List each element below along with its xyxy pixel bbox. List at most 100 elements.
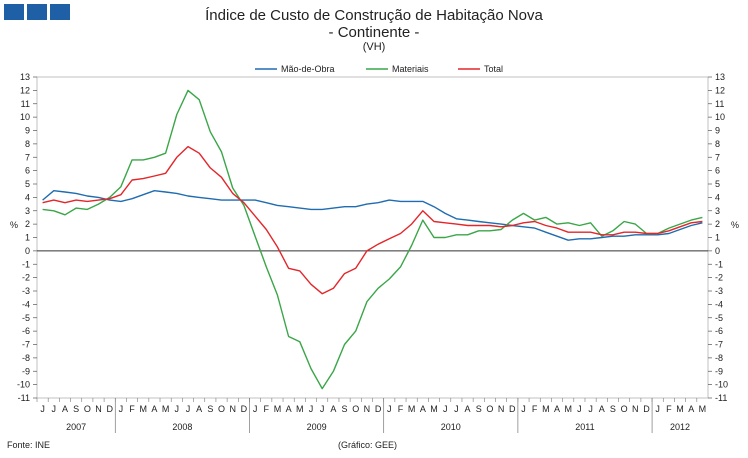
month-label: N [632,404,639,414]
y-tick-label-right: 12 [715,85,725,95]
month-label: A [688,404,694,414]
month-label: J [655,404,660,414]
logo-square-icon [50,4,70,20]
month-label: J [521,404,526,414]
month-label: A [554,404,560,414]
month-label: J [454,404,459,414]
month-label: D [241,404,248,414]
y-tick-label: 13 [20,72,30,82]
month-label: M [430,404,438,414]
legend: Mão-de-Obra Materiais Total [255,64,503,74]
month-label: O [218,404,225,414]
y-tick-label-right: 7 [715,152,720,162]
month-label: D [106,404,113,414]
legend-label: Materiais [392,64,429,74]
month-label: M [274,404,282,414]
y-tick-label: 10 [20,112,30,122]
y-tick-label-right: -9 [715,366,723,376]
y-tick-label: -3 [22,286,30,296]
y-tick-label: 5 [25,179,30,189]
y-tick-label-right: -7 [715,340,723,350]
month-label: J [577,404,582,414]
y-tick-label: 2 [25,219,30,229]
y-tick-label: -11 [18,393,30,403]
y-tick-label-right: 5 [715,179,720,189]
y-tick-label: 1 [25,233,30,243]
series-line-m-o-de-obra [42,189,703,241]
year-label: 2008 [172,422,192,432]
year-label: 2011 [575,422,594,432]
y-tick-label: -4 [22,299,30,309]
month-label: M [564,404,572,414]
month-label: S [342,404,348,414]
month-label: J [186,404,191,414]
month-label: J [309,404,314,414]
month-label: O [486,404,493,414]
y-tick-label: -8 [22,353,30,363]
y-tick-label: -7 [22,340,30,350]
legend-label: Total [484,64,503,74]
y-tick-label-right: 11 [715,99,724,109]
month-label: M [542,404,550,414]
month-label: S [73,404,79,414]
year-label: 2007 [66,422,86,432]
month-label: M [676,404,684,414]
y-tick-label: 7 [25,152,30,162]
y-tick-label-right: 1 [715,233,720,243]
month-label: N [95,404,102,414]
y-tick-label: 9 [25,126,30,136]
y-tick-label: 4 [25,192,30,202]
month-label: J [52,404,57,414]
month-label: S [476,404,482,414]
y-tick-label-right: 6 [715,166,720,176]
y-tick-label: 12 [20,85,30,95]
month-label: J [387,404,392,414]
month-label: J [119,404,124,414]
month-label: M [139,404,147,414]
month-label: D [509,404,516,414]
y-tick-label-right: -1 [715,259,723,269]
y-tick-label-right: 3 [715,206,720,216]
y-tick-label: 0 [25,246,30,256]
month-label: D [375,404,382,414]
month-label: F [532,404,538,414]
credit-note: (Gráfico: GEE) [338,440,398,450]
month-label: M [408,404,416,414]
month-label: A [465,404,471,414]
y-tick-label-right: -4 [715,299,723,309]
month-label: F [666,404,672,414]
month-label: J [175,404,180,414]
month-label: A [196,404,202,414]
month-label: J [443,404,448,414]
y-tick-label-right: -3 [715,286,723,296]
y-tick-label-right: 10 [715,112,725,122]
y-axis-label-right: % [731,220,739,230]
legend-label: Mão-de-Obra [281,64,335,74]
month-label: O [352,404,359,414]
month-label: F [264,404,270,414]
y-tick-label-right: -8 [715,353,723,363]
chart-subtitle: - Continente - [328,24,420,41]
month-label: S [610,404,616,414]
year-label: 2009 [307,422,327,432]
series-lines [42,89,703,390]
month-label: A [286,404,292,414]
y-tick-label-right: 4 [715,192,720,202]
y-tick-label-right: -6 [715,326,723,336]
month-label: O [621,404,628,414]
y-tick-label-right: -11 [715,393,727,403]
y-tick-label: -2 [22,273,30,283]
y-tick-label-right: -2 [715,273,723,283]
series-line-materiais [42,89,703,390]
source-note: Fonte: INE [7,440,51,450]
y-tick-label-right: 13 [715,72,725,82]
month-label: A [62,404,68,414]
y-tick-label: -9 [22,366,30,376]
month-label: A [599,404,605,414]
month-label: N [498,404,505,414]
series-line-total [42,145,703,295]
y-tick-label: 3 [25,206,30,216]
y-tick-label-right: -10 [715,380,728,390]
month-label: J [320,404,325,414]
